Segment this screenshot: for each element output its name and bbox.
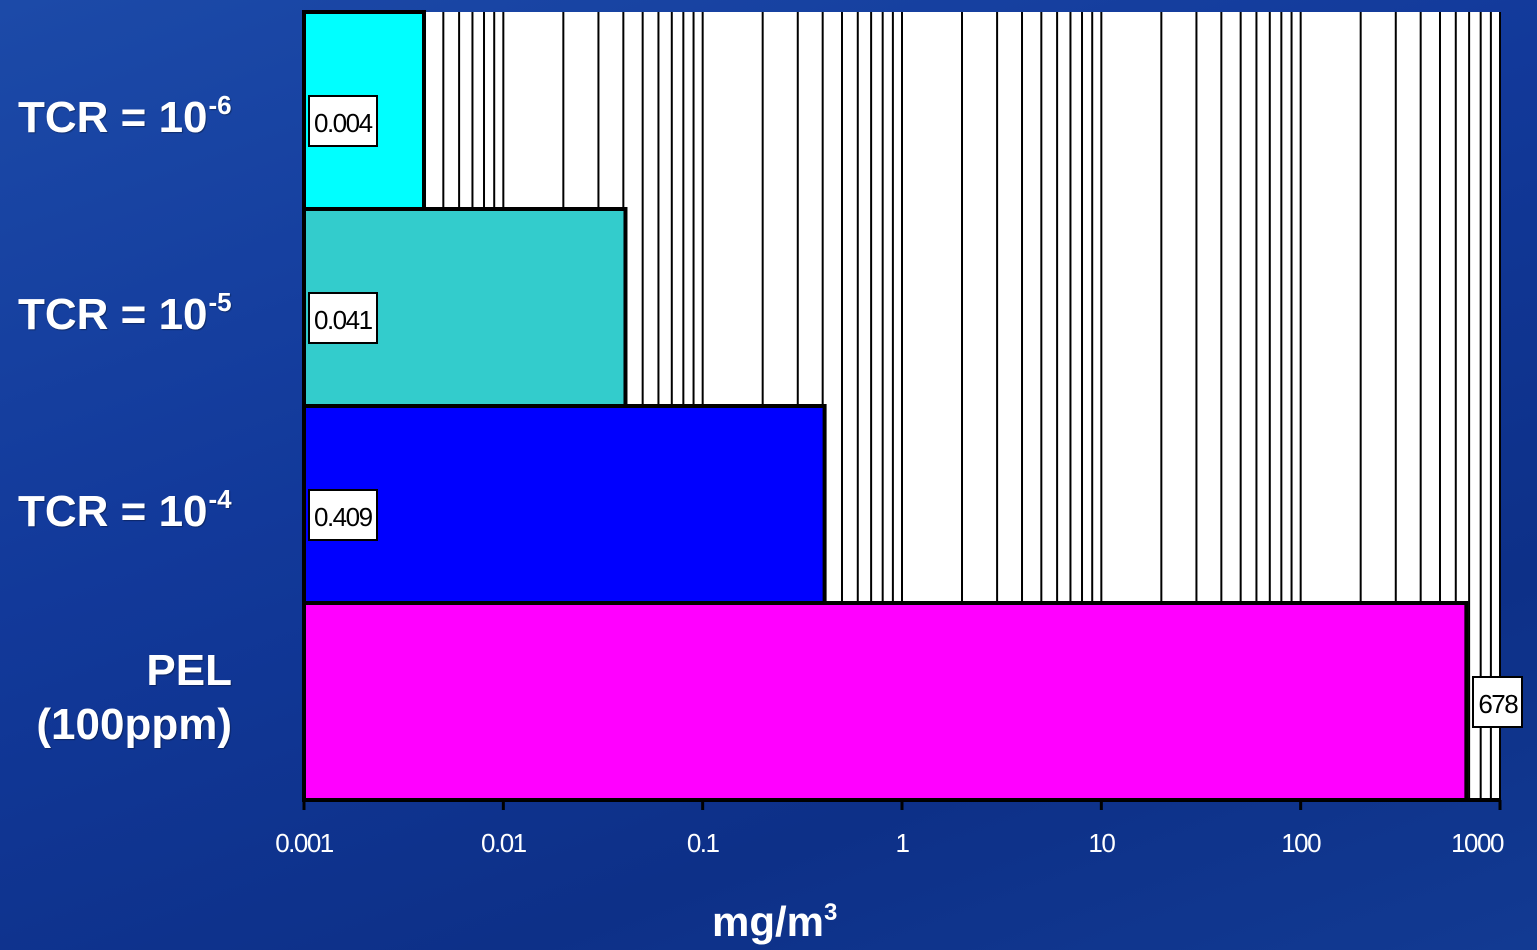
- category-label-tcr-1e-4: TCR = 10-4: [18, 483, 232, 536]
- bar: [302, 601, 1469, 802]
- category-label-tcr-1e-5: TCR = 10-5: [18, 286, 232, 339]
- x-tick-label: 1000: [1451, 828, 1504, 858]
- data-label: 678: [1472, 675, 1524, 728]
- x-tick-label: 0.01: [481, 828, 527, 858]
- x-tick-label: 10: [1088, 828, 1115, 858]
- x-tick-label: 1: [895, 828, 910, 858]
- data-label: 0.409: [308, 488, 378, 541]
- x-axis-title: mg/m3: [712, 898, 838, 945]
- x-tick-label: 0.1: [686, 828, 720, 858]
- bars: [302, 10, 1469, 802]
- data-label: 0.004: [308, 94, 378, 147]
- bar: [302, 404, 827, 605]
- x-tick-label: 0.001: [275, 828, 334, 858]
- axes: [302, 10, 1502, 810]
- data-label: 0.041: [308, 291, 378, 344]
- category-label-pel: PEL (100ppm): [36, 645, 232, 749]
- x-tick-label: 100: [1281, 828, 1321, 858]
- category-label-tcr-1e-6: TCR = 10-6: [18, 89, 232, 142]
